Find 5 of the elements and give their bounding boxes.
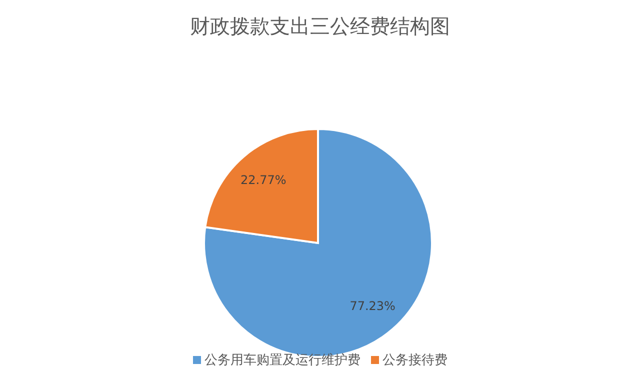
- legend-label: 公务用车购置及运行维护费: [204, 352, 360, 369]
- legend-label: 公务接待费: [382, 352, 448, 369]
- chart-title: 财政拨款支出三公经费结构图: [190, 14, 450, 38]
- data-label: 77.23%: [350, 298, 396, 313]
- data-label: 22.77%: [240, 173, 286, 188]
